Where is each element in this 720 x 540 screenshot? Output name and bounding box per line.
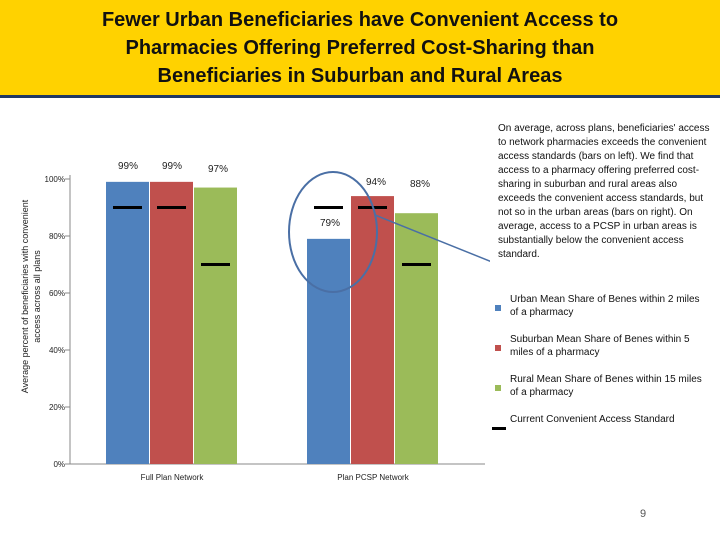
y-axis-title-line-2: access across all plans — [32, 250, 42, 343]
y-tick-label: 20% — [49, 403, 65, 412]
legend-label-suburban: Suburban Mean Share of Benes within 5 mi… — [510, 334, 690, 358]
y-tick-label: 100% — [45, 175, 65, 184]
title-line-2: Pharmacies Offering Preferred Cost-Shari… — [125, 37, 595, 59]
data-label-rural-1: 97% — [208, 164, 228, 175]
bar-suburban-1 — [150, 181, 193, 464]
legend-label-urban: Urban Mean Share of Benes within 2 miles… — [510, 294, 700, 318]
bar-suburban-2 — [351, 196, 394, 464]
bar-chart: 0% 20% 40% 60% 80% 100% Average percent of ben… — [20, 161, 490, 482]
chart-legend: Urban Mean Share of Benes within 2 miles… — [492, 293, 712, 453]
x-category-label: Plan PCSP Network — [337, 473, 409, 482]
legend-swatch-urban — [495, 305, 501, 311]
legend-swatch-suburban — [495, 345, 501, 351]
page-title: Fewer Urban Beneficiaries have Convenien… — [40, 6, 680, 90]
data-label-suburban-1: 99% — [162, 161, 182, 172]
data-label-suburban-2: 94% — [366, 177, 386, 188]
y-tick-label: 60% — [49, 289, 65, 298]
highlight-circle — [288, 171, 378, 293]
title-line-1: Fewer Urban Beneficiaries have Convenien… — [101, 9, 619, 31]
legend-swatch-standard — [492, 427, 506, 430]
y-axis-title-line-1: Average percent of beneficiaries with co… — [20, 199, 30, 393]
data-label-rural-2: 88% — [410, 179, 430, 190]
y-tick-label: 80% — [49, 232, 65, 241]
legend-item-rural: Rural Mean Share of Benes within 15 mile… — [492, 373, 712, 413]
bar-rural-1 — [194, 187, 237, 465]
y-tick-label: 0% — [53, 460, 65, 469]
bar-urban-1 — [106, 181, 149, 464]
data-label-urban-1: 99% — [118, 161, 138, 172]
title-divider — [0, 95, 720, 98]
pointer-line — [374, 214, 490, 262]
x-category-label: Full Plan Network — [141, 473, 205, 482]
legend-label-standard: Current Convenient Access Standard — [510, 414, 675, 425]
bar-urban-2 — [307, 238, 350, 464]
annotation-note: On average, across plans, beneficiaries'… — [498, 123, 710, 260]
bar-rural-2 — [395, 213, 438, 464]
legend-item-suburban: Suburban Mean Share of Benes within 5 mi… — [492, 333, 712, 373]
y-tick-label: 40% — [49, 346, 65, 355]
legend-label-rural: Rural Mean Share of Benes within 15 mile… — [510, 374, 702, 398]
legend-swatch-rural — [495, 385, 501, 391]
legend-item-urban: Urban Mean Share of Benes within 2 miles… — [492, 293, 712, 333]
page-number: 9 — [640, 508, 647, 520]
legend-item-standard: Current Convenient Access Standard — [492, 413, 712, 453]
title-band — [0, 0, 720, 95]
data-label-urban-2: 79% — [320, 218, 340, 229]
title-line-3: Beneficiaries in Suburban and Rural Area… — [157, 65, 563, 87]
